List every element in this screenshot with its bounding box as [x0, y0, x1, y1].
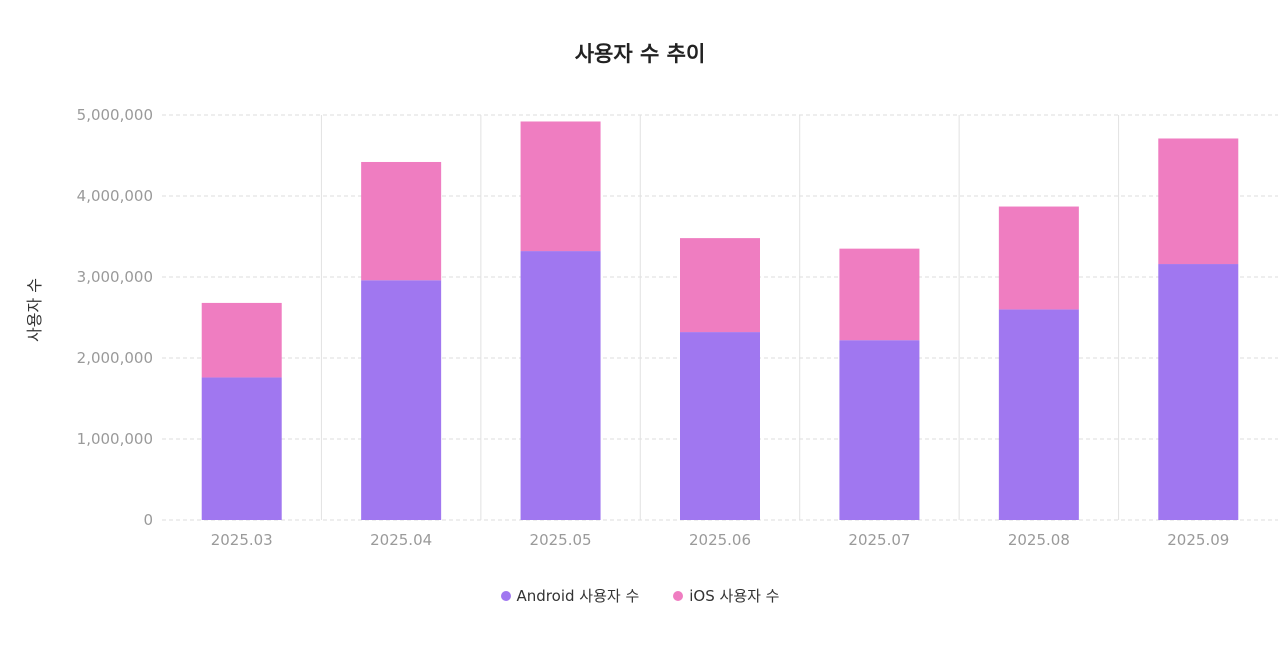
- bar-android[interactable]: [1158, 264, 1239, 520]
- y-tick-label: 4,000,000: [77, 187, 153, 205]
- x-tick-label: 2025.09: [1167, 531, 1229, 549]
- legend-item-ios[interactable]: iOS 사용자 수: [673, 585, 779, 606]
- bar-android[interactable]: [201, 377, 282, 520]
- x-tick-label: 2025.07: [848, 531, 910, 549]
- bar-ios[interactable]: [201, 302, 282, 378]
- bar-ios[interactable]: [520, 121, 601, 252]
- legend-swatch-android: [500, 590, 511, 601]
- bar-ios[interactable]: [1158, 138, 1239, 265]
- bar-android[interactable]: [839, 340, 920, 520]
- bar-layer: [201, 121, 1239, 520]
- legend-label-android: Android 사용자 수: [516, 587, 640, 605]
- legend-item-android[interactable]: Android 사용자 수: [500, 585, 640, 606]
- x-tick-label: 2025.03: [211, 531, 273, 549]
- bar-ios[interactable]: [361, 161, 442, 281]
- x-tick-label: 2025.04: [370, 531, 432, 549]
- x-tick-label: 2025.06: [689, 531, 751, 549]
- y-tick-label: 5,000,000: [77, 106, 153, 124]
- y-tick-layer: 0 1,000,000 2,000,000 3,000,000 4,000,000 5,0…: [77, 106, 153, 529]
- y-tick-label: 3,000,000: [77, 268, 153, 286]
- bar-ios[interactable]: [839, 248, 920, 341]
- bar-android[interactable]: [998, 309, 1079, 520]
- bar-android[interactable]: [361, 280, 442, 520]
- y-tick-label: 2,000,000: [77, 349, 153, 367]
- y-tick-label: 1,000,000: [77, 430, 153, 448]
- grid-layer: [162, 114, 1278, 521]
- legend: Android 사용자 수 iOS 사용자 수: [0, 585, 1280, 606]
- bar-ios[interactable]: [998, 206, 1079, 310]
- x-tick-label: 2025.05: [530, 531, 592, 549]
- bar-android[interactable]: [520, 251, 601, 520]
- y-tick-label: 0: [143, 511, 153, 529]
- bar-ios[interactable]: [680, 238, 760, 333]
- x-tick-label: 2025.08: [1008, 531, 1070, 549]
- legend-swatch-ios: [673, 590, 684, 601]
- chart-title: 사용자 수 추이: [574, 42, 706, 66]
- bar-android[interactable]: [680, 332, 760, 520]
- legend-label-ios: iOS 사용자 수: [689, 587, 780, 605]
- x-tick-layer: 2025.03 2025.04 2025.05 2025.06 2025.07 2025.…: [211, 531, 1230, 549]
